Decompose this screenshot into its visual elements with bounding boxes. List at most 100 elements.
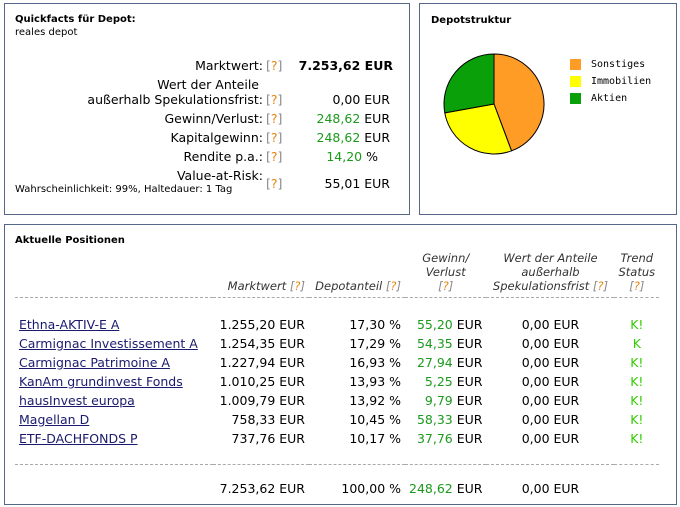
marktwert-cell: 758,33 EUR [231,412,305,427]
anteil-cell: 17,29 % [349,336,401,351]
unit: EUR [456,336,483,351]
depotstruktur-title: Depotstruktur [431,15,512,26]
help-link[interactable]: [?] [289,279,305,293]
value: 14,20 [326,149,363,164]
fund-link[interactable]: Ethna-AKTIV-E A [19,317,120,332]
gewinn-value: 248,62 [409,481,453,496]
value: 248,62 [316,111,361,126]
pie-chart [443,53,545,155]
help-link[interactable]: [?] [266,111,283,126]
help-link[interactable]: [?] [385,279,401,293]
wert-cell: 0,00 EUR [521,393,580,408]
label: Gewinn/Verlust: [164,111,263,126]
wert-cell: 0,00 EUR [521,412,580,427]
table-row: ETF-DACHFONDS P 737,76 EUR 10,17 % 37,76… [15,429,659,448]
gewinn-value: 27,94 [416,355,453,370]
fund-link[interactable]: Carmignac Patrimoine A [19,355,170,370]
marktwert-cell: 1.255,20 EUR [219,317,305,332]
trend-status: K! [630,412,644,427]
total-gewinn: 248,62 EUR [405,479,486,498]
fund-link[interactable]: Magellan D [19,412,90,427]
pie-slice-immobilien [444,103,513,155]
total-wert: 0,00 EUR [521,481,580,496]
label: außerhalb Spekulationsfrist: [87,92,263,107]
unit: EUR [456,374,483,389]
gewinn-value: 58,33 [416,412,453,427]
quickfacts-title: Quickfacts für Depot: [15,14,136,25]
legend-item: Aktien [570,93,627,104]
col-wert: Wert der Anteile [503,251,598,265]
legend-swatch [570,59,581,70]
positions-table: Marktwert [?] Depotanteil [?] Gewinn/Ver… [15,251,660,498]
total-row: 7.253,62 EUR 100,00 % 248,62 EUR 0,00 EU… [15,479,659,498]
unit: EUR [456,317,483,332]
table-row: hausInvest europa 1.009,79 EUR 13,92 % 9… [15,391,659,410]
help-link[interactable]: [?] [266,58,283,73]
help-link[interactable]: [?] [438,279,454,293]
col-gewinn: Gewinn/ [422,251,470,265]
pie-slice-sonstiges [493,53,545,152]
col-wert-3: Spekulationsfrist [492,279,590,293]
unit: EUR [456,431,483,446]
trend-status: K [632,336,641,351]
gewinn-value: 55,20 [416,317,453,332]
anteil-cell: 16,93 % [349,355,401,370]
gewinn-value: 9,79 [424,393,453,408]
unit: EUR [364,111,390,126]
value: 248,62 [316,130,361,145]
quickfacts-panel: Quickfacts für Depot: reales depot Markt… [4,3,410,215]
value: 0,00 EUR [332,92,390,107]
separator [15,297,660,298]
gewinn-cell: 5,25 EUR [405,372,486,391]
wert-cell: 0,00 EUR [521,355,580,370]
col-trend: Trend [620,251,654,265]
table-row: KanAm grundinvest Fonds 1.010,25 EUR 13,… [15,372,659,391]
legend-swatch [570,76,581,87]
label: Kapitalgewinn: [170,130,263,145]
gewinn-value: 37,76 [416,431,453,446]
fund-link[interactable]: hausInvest europa [19,393,135,408]
fund-link[interactable]: ETF-DACHFONDS P [19,431,138,446]
wert-cell: 0,00 EUR [521,374,580,389]
header-row: Marktwert [?] Depotanteil [?] Gewinn/Ver… [15,251,659,298]
positions-panel: Aktuelle Positionen Marktwert [?] Depota… [4,224,677,505]
unit: EUR [456,355,483,370]
help-link[interactable]: [?] [266,176,283,191]
marktwert-cell: 1.227,94 EUR [219,355,305,370]
col-wert-2: außerhalb [521,265,580,279]
gewinn-cell: 55,20 EUR [405,315,486,334]
anteil-cell: 13,93 % [349,374,401,389]
fund-link[interactable]: KanAm grundinvest Fonds [19,374,183,389]
separator [15,464,660,465]
legend-item: Sonstiges [570,59,645,70]
gewinn-cell: 37,76 EUR [405,429,486,448]
pie-slice-aktien [443,53,495,114]
help-link[interactable]: [?] [629,279,645,293]
total-anteil: 100,00 % [341,481,401,496]
unit: EUR [456,481,483,496]
legend-label: Aktien [591,93,628,104]
value: 55,01 EUR [324,176,391,191]
gewinn-value: 54,35 [416,336,453,351]
anteil-cell: 10,45 % [349,412,401,427]
help-link[interactable]: [?] [266,130,283,145]
gewinn-value: 5,25 [424,374,453,389]
col-marktwert: Marktwert [227,279,287,293]
help-link[interactable]: [?] [592,279,609,293]
help-link[interactable]: [?] [266,92,283,107]
marktwert-cell: 1.010,25 EUR [219,374,305,389]
help-link[interactable]: [?] [266,149,283,164]
trend-status: K! [630,393,644,408]
label: Wert der Anteile [157,77,259,92]
label: Marktwert: [195,58,263,73]
gewinn-cell: 27,94 EUR [405,353,486,372]
label: Rendite p.a.: [183,149,263,164]
total-marktwert: 7.253,62 EUR [219,481,305,496]
table-row: Ethna-AKTIV-E A 1.255,20 EUR 17,30 % 55,… [15,315,659,334]
gewinn-cell: 54,35 EUR [405,334,486,353]
marktwert-value: 7.253,62 EUR [298,58,393,73]
label: Value-at-Risk: [176,168,263,183]
fund-link[interactable]: Carmignac Investissement A [19,336,198,351]
depot-name: reales depot [15,27,78,38]
unit: % [366,149,378,164]
